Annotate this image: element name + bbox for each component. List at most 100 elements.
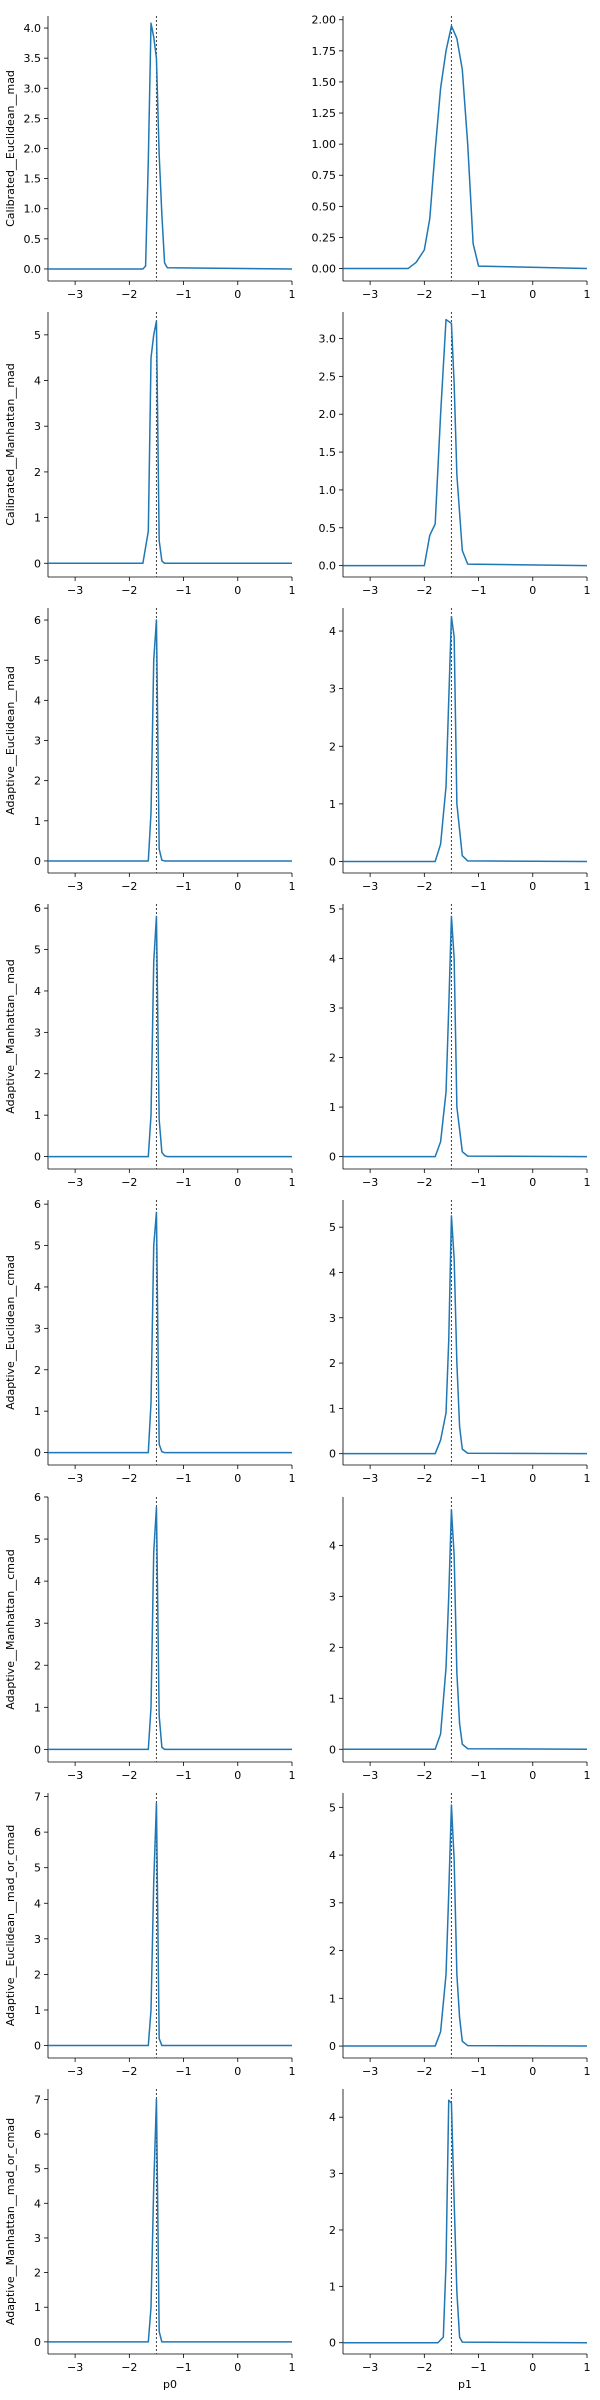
x-tick-label: −1	[470, 288, 486, 301]
x-tick-label: 0	[234, 288, 241, 301]
density-line	[343, 1804, 588, 2047]
x-tick-label: −2	[416, 288, 432, 301]
x-tick-label: 0	[234, 2361, 241, 2374]
y-tick-label: 0	[34, 1447, 41, 1460]
subplot-6-2: −3 −2 −1 0 1 0 1 2 3 4	[329, 1497, 591, 1782]
y-tick-label: 3.5	[24, 52, 42, 65]
y-axis-label: Adaptive__Euclidean__cmad	[4, 1255, 17, 1410]
y-tick-label: 5	[34, 944, 41, 957]
y-tick-label: 3	[34, 1322, 41, 1335]
y-tick-label: 2	[34, 466, 41, 479]
density-line	[48, 619, 292, 862]
subplot-1-1: −3 −2 −1 0 1 0.0 0.5 1.0 1.5 2.0 2.5 3.0 3.5 4.0 Calib…	[4, 16, 296, 301]
subplot-2-2: −3 −2 −1 0 1 0.0 0.5 1.0 1.5 2.0 2.5 3.0	[319, 312, 591, 597]
density-line	[343, 915, 588, 1158]
y-tick-label: 1	[329, 1992, 336, 2005]
y-tick-label: 2	[329, 1945, 336, 1958]
y-tick-label: 1.75	[312, 45, 337, 58]
y-tick-label: 4	[34, 2197, 41, 2210]
x-tick-label: 0	[529, 880, 536, 893]
x-tick-label: 1	[289, 2361, 296, 2374]
y-tick-label: 0	[34, 557, 41, 570]
subplot-3-2: −3 −2 −1 0 1 0 1 2 3 4	[329, 608, 591, 893]
y-tick-label: 3	[329, 1312, 336, 1325]
x-tick-label: 0	[529, 2361, 536, 2374]
x-tick-label: −1	[175, 880, 191, 893]
y-tick-label: 0.5	[24, 233, 42, 246]
x-axis-label: p1	[458, 2378, 472, 2391]
y-axis-label: Adaptive__Manhattan__cmad	[4, 1549, 17, 1709]
x-tick-label: −2	[121, 288, 137, 301]
x-tick-label: −3	[67, 2065, 83, 2078]
y-tick-label: 3	[329, 1897, 336, 1910]
x-tick-label: −1	[470, 1472, 486, 1485]
x-tick-label: −3	[362, 1769, 378, 1782]
y-tick-label: 1.5	[24, 173, 42, 186]
y-tick-label: 2	[329, 2224, 336, 2237]
y-tick-label: 5	[34, 2163, 41, 2176]
y-tick-label: 0	[34, 2040, 41, 2053]
density-line	[343, 615, 588, 863]
density-line	[343, 1508, 588, 1751]
x-tick-label: 1	[289, 1176, 296, 1189]
y-tick-label: 3	[329, 1002, 336, 1015]
y-tick-label: 0.50	[312, 200, 337, 213]
x-tick-label: 1	[584, 584, 591, 597]
y-tick-label: 2	[34, 2267, 41, 2280]
y-tick-label: 4	[329, 1539, 336, 1552]
y-tick-label: 3	[34, 1026, 41, 1039]
x-tick-label: 0	[234, 1472, 241, 1485]
x-tick-label: −1	[175, 2361, 191, 2374]
x-tick-label: −2	[121, 1176, 137, 1189]
y-tick-label: 5	[34, 1240, 41, 1253]
y-tick-label: 7	[34, 2093, 41, 2106]
y-tick-label: 0.75	[312, 169, 337, 182]
y-tick-label: 1	[329, 1101, 336, 1114]
y-tick-label: 2	[34, 1968, 41, 1981]
x-tick-label: −1	[470, 2361, 486, 2374]
y-tick-label: 0	[329, 1448, 336, 1461]
subplot-8-2: −3 −2 −1 0 1 0 1 2 3 4 p1	[329, 2089, 591, 2391]
y-tick-label: 0.0	[24, 263, 42, 276]
y-tick-label: 4	[329, 1849, 336, 1862]
y-tick-label: 1	[34, 1405, 41, 1418]
y-tick-label: 4	[34, 985, 41, 998]
y-tick-label: 2	[329, 1357, 336, 1370]
y-tick-label: 0	[329, 1743, 336, 1756]
x-tick-label: −3	[362, 584, 378, 597]
x-tick-label: −1	[175, 1176, 191, 1189]
y-tick-label: 0.5	[319, 522, 337, 535]
y-tick-label: 4	[329, 625, 336, 638]
y-tick-label: 1	[34, 1109, 41, 1122]
x-tick-label: −2	[121, 2065, 137, 2078]
y-tick-label: 1.0	[24, 203, 42, 216]
x-tick-label: −2	[121, 584, 137, 597]
density-line	[343, 1215, 588, 1455]
y-tick-label: 0.00	[312, 263, 337, 276]
y-tick-label: 6	[34, 1491, 41, 1504]
y-tick-label: 2.00	[312, 14, 337, 27]
x-tick-label: 0	[529, 584, 536, 597]
x-tick-label: 1	[584, 2065, 591, 2078]
y-tick-label: 1	[34, 1701, 41, 1714]
y-tick-label: 5	[329, 1221, 336, 1234]
x-tick-label: −3	[362, 288, 378, 301]
y-tick-label: 0	[329, 2040, 336, 2053]
subplot-6-1: −3 −2 −1 0 1 0 1 2 3 4 5 6 Adaptive__Manhattan__cmad	[4, 1491, 296, 1782]
density-line	[48, 320, 292, 565]
y-tick-label: 3	[34, 1617, 41, 1630]
y-tick-label: 4	[329, 1266, 336, 1279]
x-tick-label: −2	[416, 2361, 432, 2374]
y-tick-label: 0	[329, 1151, 336, 1164]
x-tick-label: −2	[416, 2065, 432, 2078]
y-tick-label: 1.5	[319, 446, 337, 459]
y-tick-label: 2	[329, 1052, 336, 1065]
x-tick-label: 0	[529, 1769, 536, 1782]
x-tick-label: −3	[362, 2065, 378, 2078]
x-tick-label: −3	[362, 1472, 378, 1485]
x-tick-label: −3	[67, 880, 83, 893]
x-tick-label: −1	[470, 2065, 486, 2078]
y-tick-label: 2.5	[24, 112, 42, 125]
x-tick-label: −3	[67, 1176, 83, 1189]
y-tick-label: 4	[34, 375, 41, 388]
